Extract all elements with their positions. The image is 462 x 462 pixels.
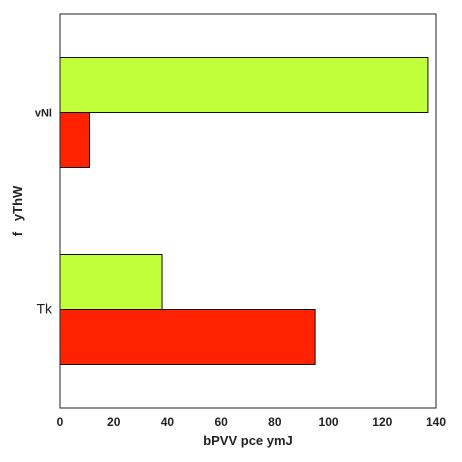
x-axis-title: bPVV pce ymJ — [203, 433, 293, 448]
x-tick-label: 140 — [426, 415, 446, 429]
bar-vnl-series-2 — [59, 57, 429, 113]
x-tick-label: 100 — [319, 415, 339, 429]
x-tick-label: 120 — [372, 415, 392, 429]
x-tick-label: 80 — [268, 415, 282, 429]
x-tick-label: 0 — [57, 415, 64, 429]
plot-frame — [59, 13, 437, 409]
bar-tk-series-2 — [59, 254, 163, 310]
bar-vnl-series-1 — [59, 112, 91, 168]
bars-layer — [59, 57, 429, 365]
x-tick-label: 40 — [161, 415, 175, 429]
y-axis-categories: Tk vNl — [35, 108, 53, 317]
y-axis-title: f yThW — [10, 185, 25, 236]
bar-tk-series-1 — [59, 309, 316, 365]
x-tick-label: 60 — [214, 415, 228, 429]
y-category-label: vNl — [35, 108, 52, 120]
y-category-label: Tk — [36, 301, 53, 317]
x-axis-ticks: 0 20 40 60 80 100 120 140 — [57, 415, 447, 429]
x-tick-label: 20 — [107, 415, 121, 429]
